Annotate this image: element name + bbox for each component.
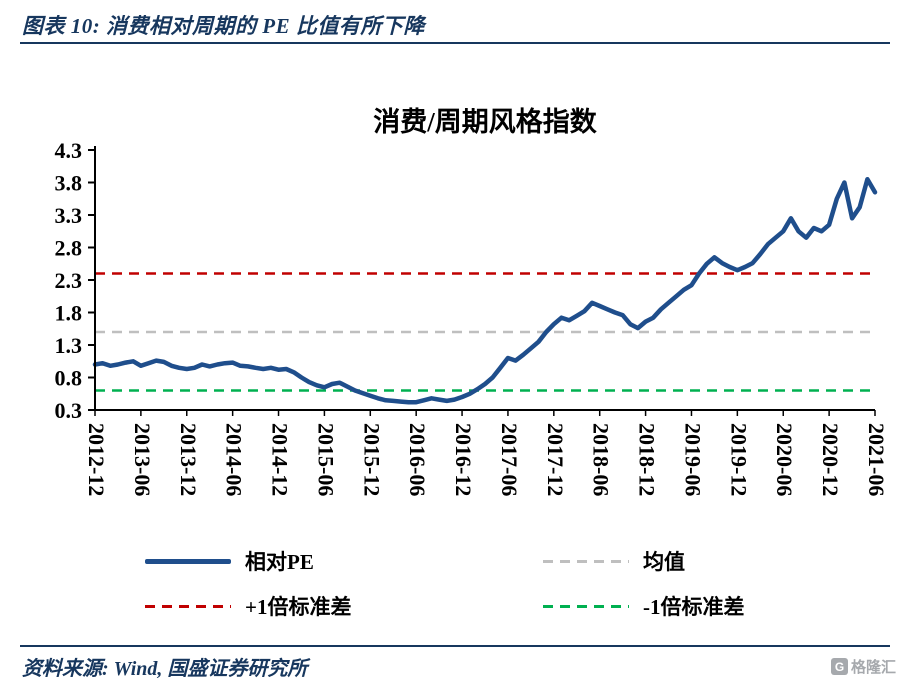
legend-label-mean: 均值 bbox=[643, 550, 685, 574]
legend-swatch-mean bbox=[543, 559, 629, 563]
x-axis-label: 2019-06 bbox=[680, 423, 705, 496]
footer-divider bbox=[20, 645, 890, 647]
y-axis-label: 0.8 bbox=[55, 366, 83, 391]
y-axis-label: 0.3 bbox=[55, 398, 83, 423]
x-axis-label: 2016-12 bbox=[451, 423, 476, 496]
gelonghui-watermark: G 格隆汇 bbox=[830, 656, 896, 677]
x-axis-label: 2014-06 bbox=[222, 423, 247, 496]
plot-area: 0.3 0.8 1.3 1.8 2.3 2.8 3.3 3.8 4.3 2012-12 2013-0… bbox=[55, 138, 890, 496]
x-axis-label: 2014-12 bbox=[268, 423, 293, 496]
legend: 相对PE 均值 +1倍标准差 -1倍标准差 bbox=[145, 546, 745, 621]
y-axis-label: 1.8 bbox=[55, 301, 83, 326]
x-axis-label: 2018-12 bbox=[635, 423, 660, 496]
x-axis-label: 2012-12 bbox=[84, 423, 109, 496]
legend-label-relative-pe: 相对PE bbox=[245, 550, 314, 574]
x-axis-label: 2015-06 bbox=[313, 423, 338, 496]
x-axis-label: 2013-06 bbox=[130, 423, 155, 496]
legend-item-mean: 均值 bbox=[543, 546, 745, 576]
x-axis-label: 2018-06 bbox=[589, 423, 614, 496]
gelonghui-logo-text: 格隆汇 bbox=[850, 659, 896, 676]
data-source-text: 资料来源: Wind, 国盛证券研究所 bbox=[22, 658, 308, 680]
legend-item-minus-1-std: -1倍标准差 bbox=[543, 591, 745, 621]
legend-item-relative-pe: 相对PE bbox=[145, 546, 543, 576]
y-axis-label: 2.3 bbox=[55, 268, 83, 293]
x-axis-label: 2013-12 bbox=[176, 423, 201, 496]
x-axis-label: 2019-12 bbox=[726, 423, 751, 496]
header-divider bbox=[20, 42, 890, 44]
x-axis-label: 2021-06 bbox=[864, 423, 889, 496]
legend-item-plus-1-std: +1倍标准差 bbox=[145, 591, 543, 621]
chart-title: 消费/周期风格指数 bbox=[373, 107, 597, 137]
x-axis-label: 2015-12 bbox=[359, 423, 384, 496]
x-axis-label: 2020-06 bbox=[772, 423, 797, 496]
x-axis-label: 2017-06 bbox=[497, 423, 522, 496]
legend-label-minus-1-std: -1倍标准差 bbox=[643, 595, 745, 619]
y-axis-label: 3.8 bbox=[55, 171, 83, 196]
y-axis-label: 1.3 bbox=[55, 333, 83, 358]
legend-swatch-plus-1-std bbox=[145, 604, 231, 608]
gelonghui-logo-icon: G bbox=[830, 658, 848, 675]
y-axis-label: 2.8 bbox=[55, 236, 83, 261]
y-axis-label: 4.3 bbox=[55, 138, 83, 163]
x-axis-label: 2020-12 bbox=[818, 423, 843, 496]
figure-caption: 图表 10: 消费相对周期的 PE 比值有所下降 bbox=[22, 14, 425, 38]
legend-label-plus-1-std: +1倍标准差 bbox=[245, 595, 352, 619]
series-line-relative-pe bbox=[92, 176, 878, 405]
x-axis-label: 2017-12 bbox=[543, 423, 568, 496]
y-axis-label: 3.3 bbox=[55, 203, 83, 228]
legend-swatch-relative-pe bbox=[145, 558, 231, 564]
legend-swatch-minus-1-std bbox=[543, 604, 629, 608]
x-axis-label: 2016-06 bbox=[405, 423, 430, 496]
